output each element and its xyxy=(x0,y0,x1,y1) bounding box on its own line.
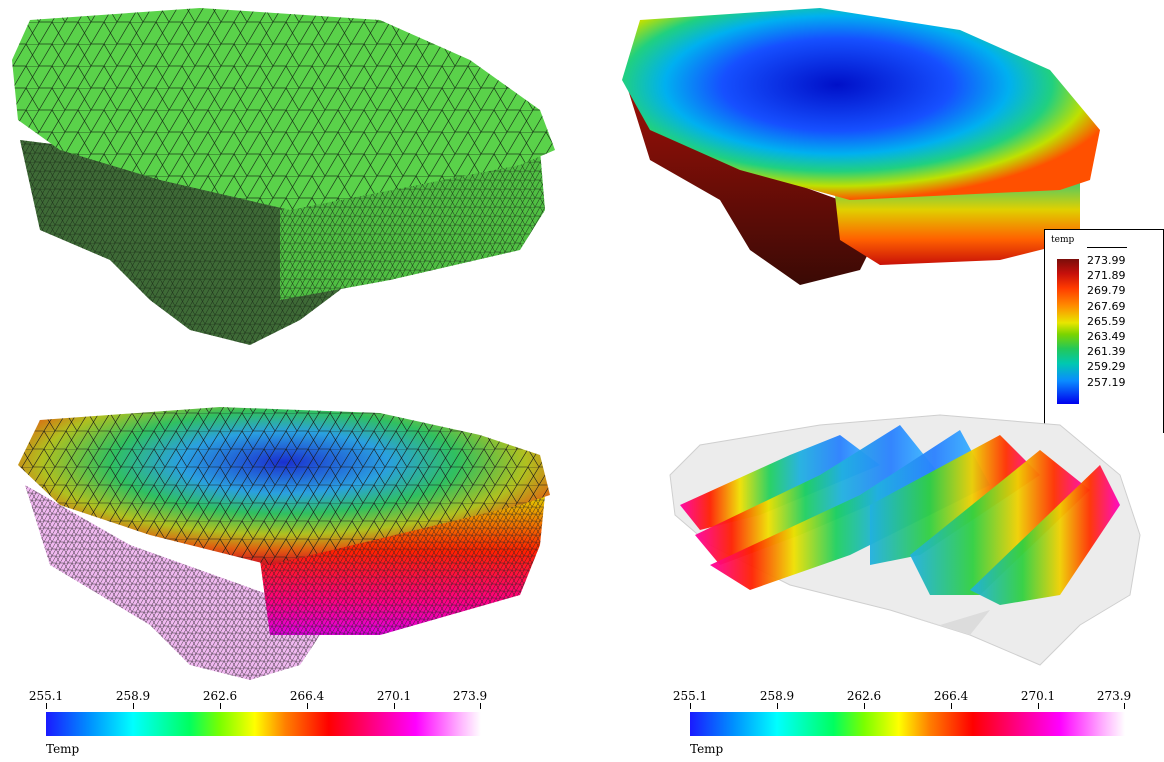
tick-mark xyxy=(1124,703,1125,709)
legend-colorbar xyxy=(46,712,481,736)
temperature-surface-panel xyxy=(580,0,1164,430)
tick-label: 273.9 xyxy=(452,689,488,703)
legend-label: 257.19 xyxy=(1087,375,1126,389)
legend-colorbar xyxy=(1057,259,1079,404)
tick-mark xyxy=(1038,703,1039,709)
legend-label: 261.39 xyxy=(1087,345,1126,359)
tick-label: 258.9 xyxy=(115,689,151,703)
tick-mark xyxy=(307,703,308,709)
tick-mark xyxy=(777,703,778,709)
tick-mark xyxy=(133,703,134,709)
colored-mesh-panel xyxy=(0,395,580,685)
tick-mark xyxy=(690,703,691,709)
legend-label: 271.89 xyxy=(1087,269,1126,283)
tick-label: 270.1 xyxy=(1020,689,1056,703)
legend-labels: 273.99 271.89 269.79 267.69 265.59 263.4… xyxy=(1087,253,1126,390)
tick-mark xyxy=(951,703,952,709)
tick-mark xyxy=(864,703,865,709)
legend-variable-label: Temp xyxy=(46,742,80,756)
legend-divider xyxy=(1087,247,1127,248)
tick-label: 266.4 xyxy=(933,689,969,703)
tick-label: 270.1 xyxy=(376,689,412,703)
tick-label: 262.6 xyxy=(202,689,238,703)
temperature-legend-horizontal: 255.1 258.9 262.6 266.4 270.1 273.9 Temp xyxy=(673,686,1132,761)
legend-label: 259.29 xyxy=(1087,360,1126,374)
legend-variable-label: Temp xyxy=(690,742,724,756)
legend-label: 269.79 xyxy=(1087,284,1126,298)
tick-mark xyxy=(480,703,481,709)
vertical-slices-panel xyxy=(640,395,1164,685)
tick-label: 273.9 xyxy=(1096,689,1132,703)
tick-label: 255.1 xyxy=(28,689,64,703)
legend-label: 265.59 xyxy=(1087,314,1126,328)
temperature-legend-vertical: temp 273.99 271.89 269.79 267.69 265.59 … xyxy=(1044,229,1164,433)
green-mesh-panel xyxy=(0,0,580,400)
legend-label: 267.69 xyxy=(1087,299,1126,313)
tick-label: 266.4 xyxy=(289,689,325,703)
legend-label: 273.99 xyxy=(1087,254,1126,267)
tick-label: 262.6 xyxy=(846,689,882,703)
tick-label: 258.9 xyxy=(759,689,795,703)
temperature-legend-horizontal: 255.1 258.9 262.6 266.4 270.1 273.9 Temp xyxy=(29,686,488,761)
legend-title: temp xyxy=(1051,235,1075,245)
legend-label: 263.49 xyxy=(1087,329,1126,343)
tick-mark xyxy=(46,703,47,709)
tick-mark xyxy=(394,703,395,709)
tick-mark xyxy=(220,703,221,709)
tick-label: 255.1 xyxy=(672,689,708,703)
legend-colorbar xyxy=(690,712,1125,736)
